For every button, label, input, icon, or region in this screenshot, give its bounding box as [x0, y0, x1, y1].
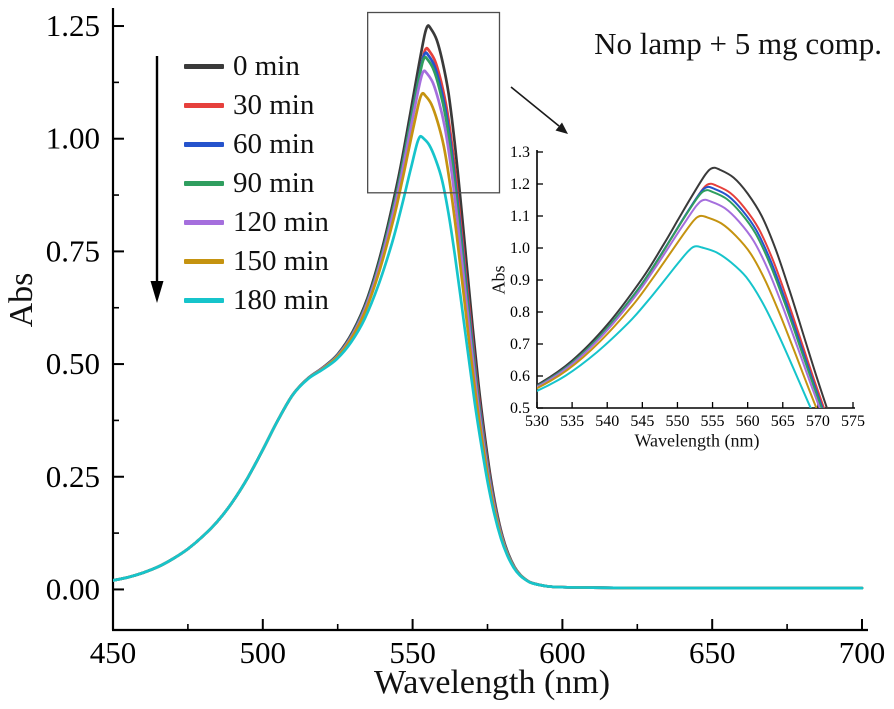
- inset-y-tick-label: 0.7: [510, 336, 530, 353]
- inset-pointer-arrow-head-icon: [555, 122, 568, 134]
- main-yaxis-label: Abs: [3, 272, 40, 328]
- inset-x-tick-label: 565: [771, 413, 795, 430]
- legend-item-120-min: 120 min: [184, 203, 329, 242]
- legend-item-180-min: 180 min: [184, 281, 329, 320]
- legend-color-line: [184, 181, 224, 186]
- legend-color-line: [184, 142, 224, 147]
- legend-label: 120 min: [233, 206, 329, 238]
- main-x-tick-label: 600: [539, 635, 586, 670]
- inset-y-tick-label: 0.8: [510, 304, 530, 321]
- main-y-tick-label: 0.25: [46, 459, 100, 494]
- inset-x-tick-label: 540: [595, 413, 619, 430]
- inset-axes: 530 535 540 545 550 555 560 565 570 575 0.5 0.6 0.7 0…: [510, 144, 865, 430]
- legend-item-0-min: 0 min: [184, 47, 329, 86]
- main-axes: 450 500 550 600 650 700 0.00 0.25 0.50 0.75 1.00 1.…: [46, 8, 886, 670]
- legend-item-90-min: 90 min: [184, 164, 329, 203]
- series-curve-180-min: [113, 134, 864, 590]
- main-y-tick-label: 0.75: [46, 233, 100, 268]
- inset-y-tick-label: 0.9: [510, 272, 530, 289]
- main-x-tick-label: 700: [839, 635, 886, 670]
- inset-pointer-arrow-shaft: [510, 86, 560, 127]
- legend-label: 90 min: [233, 167, 315, 199]
- inset-xaxis-label: Wavelength (nm): [634, 430, 760, 451]
- inset-y-tick-label: 1.2: [510, 176, 530, 193]
- inset-x-tick-label: 530: [525, 413, 549, 430]
- legend-color-line: [184, 64, 224, 69]
- main-curves: [113, 24, 864, 590]
- series-curve-150-min: [537, 214, 818, 408]
- inset-yaxis-label: Abs: [488, 265, 509, 295]
- series-curve-60-min: [537, 185, 824, 408]
- legend-color-line: [184, 220, 224, 225]
- inset-y-tick-label: 1.0: [510, 240, 530, 257]
- main-x-tick-label: 650: [689, 635, 736, 670]
- legend-label: 150 min: [233, 245, 329, 277]
- legend-color-line: [184, 298, 224, 303]
- main-x-tick-label: 500: [240, 635, 287, 670]
- legend-item-150-min: 150 min: [184, 242, 329, 281]
- inset-x-tick-label: 535: [560, 413, 584, 430]
- main-y-tick-label: 1.00: [46, 121, 100, 156]
- inset-y-tick-label: 1.1: [510, 208, 530, 225]
- legend-label: 180 min: [233, 284, 329, 316]
- inset-x-tick-label: 545: [630, 413, 654, 430]
- legend-item-60-min: 60 min: [184, 125, 329, 164]
- inset-x-tick-label: 555: [701, 413, 725, 430]
- main-y-tick-label: 0.00: [46, 571, 100, 606]
- annotation-text: No lamp + 5 mg comp.: [594, 26, 882, 61]
- inset-y-tick-label: 1.3: [510, 144, 530, 161]
- main-x-tick-label: 550: [389, 635, 436, 670]
- legend-item-30-min: 30 min: [184, 86, 329, 125]
- series-curve-30-min: [537, 182, 825, 408]
- inset-x-tick-label: 570: [806, 413, 830, 430]
- inset-x-tick-label: 550: [665, 413, 689, 430]
- legend-label: 60 min: [233, 128, 315, 160]
- series-curve-120-min: [537, 198, 821, 408]
- series-curve-0-min: [537, 166, 828, 408]
- overlay-annotations: [150, 11, 568, 303]
- main-xaxis-label: Wavelength (nm): [373, 664, 611, 701]
- decrease-arrow-head-icon: [150, 281, 164, 303]
- inset-y-tick-label: 0.6: [510, 368, 530, 385]
- series-curve-180-min: [537, 245, 812, 408]
- legend: 0 min 30 min 60 min 90 min 120 min 150 min 180…: [184, 47, 329, 320]
- legend-label: 0 min: [233, 50, 300, 82]
- main-y-tick-label: 0.50: [46, 346, 100, 381]
- legend-color-line: [184, 103, 224, 108]
- main-y-tick-label: 1.25: [46, 8, 100, 43]
- legend-label: 30 min: [233, 89, 315, 121]
- inset-x-tick-label: 560: [736, 413, 760, 430]
- series-curve-90-min: [537, 189, 823, 408]
- inset-x-tick-label: 575: [841, 413, 865, 430]
- zoom-region-box: [367, 11, 501, 194]
- inset-y-tick-label: 0.5: [510, 400, 530, 417]
- legend-color-line: [184, 259, 224, 264]
- main-x-tick-label: 450: [90, 635, 137, 670]
- inset-curves: [537, 166, 828, 408]
